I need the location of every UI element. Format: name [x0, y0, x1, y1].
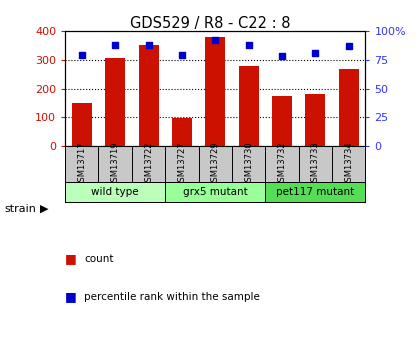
Text: GSM13729: GSM13729	[211, 141, 220, 187]
Point	[278, 53, 285, 59]
Bar	[272, 96, 292, 146]
Point	[145, 42, 152, 48]
Bar	[105, 58, 125, 146]
Text: count: count	[84, 254, 113, 264]
Point	[245, 42, 252, 48]
Text: GSM13727: GSM13727	[177, 141, 186, 187]
Bar	[65, 182, 165, 202]
Text: ■: ■	[65, 290, 77, 303]
Text: ▶: ▶	[40, 204, 48, 214]
Point	[79, 52, 85, 58]
Text: percentile rank within the sample: percentile rank within the sample	[84, 292, 260, 302]
Text: strain: strain	[4, 204, 36, 214]
Text: GSM13730: GSM13730	[244, 141, 253, 187]
Text: ■: ■	[65, 252, 77, 265]
Bar	[139, 46, 158, 146]
Point	[212, 38, 218, 43]
Text: GSM13717: GSM13717	[77, 141, 86, 187]
Bar	[305, 94, 326, 146]
Text: GSM13734: GSM13734	[344, 141, 353, 187]
Text: GSM13719: GSM13719	[110, 141, 120, 187]
Text: wild type: wild type	[91, 187, 139, 197]
Bar	[265, 182, 365, 202]
Text: GDS529 / R8 - C22 : 8: GDS529 / R8 - C22 : 8	[130, 16, 290, 30]
Point	[312, 50, 319, 56]
Bar	[172, 118, 192, 146]
Bar	[165, 182, 265, 202]
Bar	[239, 66, 259, 146]
Text: grx5 mutant: grx5 mutant	[183, 187, 248, 197]
Point	[345, 43, 352, 49]
Point	[112, 42, 118, 48]
Bar	[339, 69, 359, 146]
Text: GSM13732: GSM13732	[278, 141, 286, 187]
Text: pet117 mutant: pet117 mutant	[276, 187, 354, 197]
Point	[178, 52, 185, 58]
Bar	[72, 103, 92, 146]
Text: GSM13722: GSM13722	[144, 141, 153, 187]
Text: GSM13733: GSM13733	[311, 141, 320, 187]
Bar	[205, 37, 225, 146]
